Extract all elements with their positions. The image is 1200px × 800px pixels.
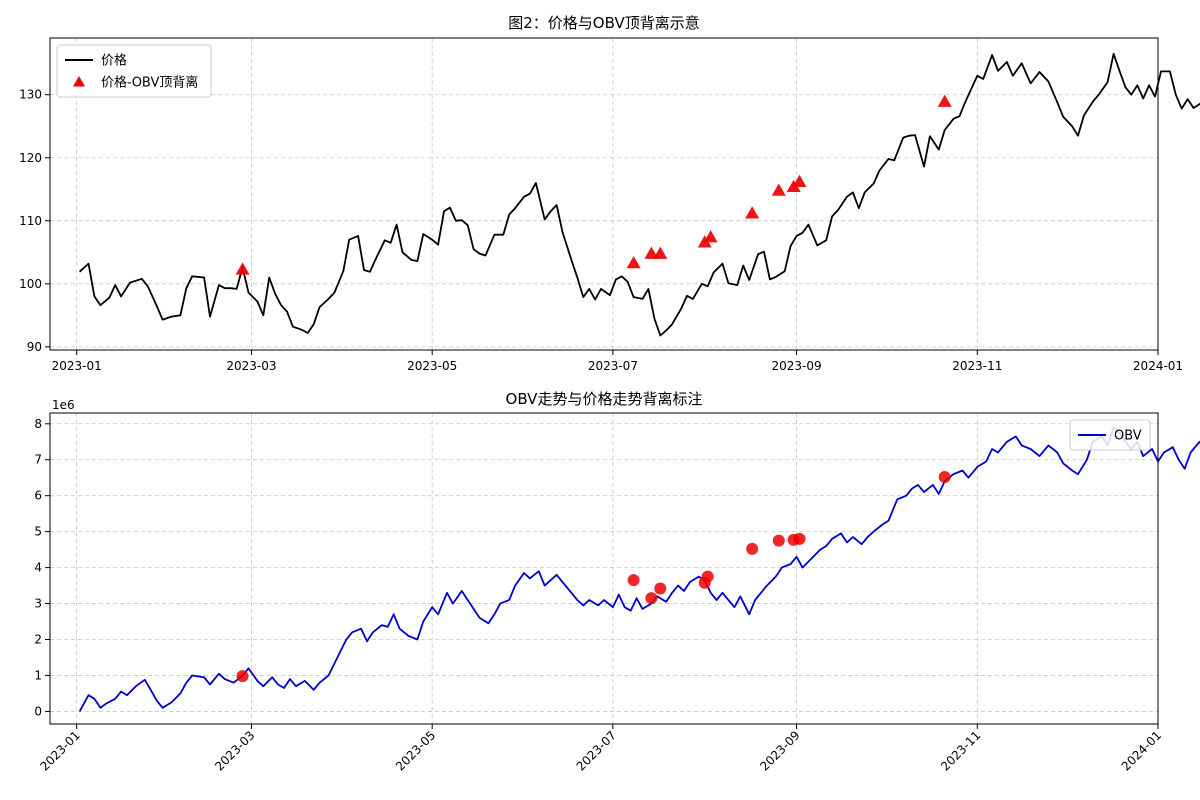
obv-divergence-marker-5 — [701, 570, 714, 583]
price-chart-ticks: 2023-01 2023-03 2023-05 2023-07 2023-09 2023-… — [19, 88, 1183, 373]
obv-y-tick-label: 1 — [34, 668, 42, 682]
price-divergence-marker-6 — [745, 206, 760, 219]
obv-y-tick-label: 2 — [34, 633, 42, 647]
price-y-tick-label: 110 — [19, 214, 42, 228]
price-x-tick-label: 2023-11 — [952, 359, 1002, 373]
obv-chart-frame — [49, 412, 1159, 725]
obv-divergence-marker-9 — [793, 532, 806, 545]
obv-y-tick-label: 3 — [34, 597, 42, 611]
price-chart-title: 图2：价格与OBV顶背离示意 — [508, 14, 699, 32]
price-y-tick-label: 90 — [27, 340, 42, 354]
price-y-tick-label: 120 — [19, 151, 42, 165]
price-series-line — [78, 52, 1200, 337]
price-divergence-marker-5 — [703, 230, 718, 243]
obv-chart-offset-text: 1e6 — [52, 398, 75, 412]
price-chart: 图2：价格与OBV顶背离示意 2023-01 2023-03 2023-05 2023… — [19, 14, 1200, 373]
price-chart-series — [78, 52, 1200, 337]
price-divergence-marker-0 — [235, 262, 250, 275]
price-divergence-marker-2 — [644, 246, 659, 259]
obv-series-line — [78, 426, 1200, 712]
obv-y-tick-label: 5 — [34, 525, 42, 539]
obv-y-tick-label: 0 — [34, 704, 42, 718]
obv-legend-box — [1069, 419, 1151, 451]
obv-divergence-marker-2 — [645, 592, 658, 605]
price-divergence-marker-9 — [792, 174, 807, 187]
obv-divergence-marker-0 — [236, 670, 249, 683]
obv-legend-label-0: OBV — [1114, 429, 1142, 444]
price-y-tick-label: 100 — [19, 277, 42, 291]
price-x-tick-label: 2023-03 — [226, 359, 276, 373]
obv-y-tick-label: 6 — [34, 489, 42, 503]
price-chart-frame — [49, 37, 1159, 351]
obv-divergence-marker-10 — [938, 470, 951, 483]
price-legend-label-1: 价格-OBV顶背离 — [101, 75, 198, 91]
price-legend-swatch-1 — [73, 76, 85, 87]
price-legend-label-0: 价格 — [101, 53, 127, 69]
obv-divergence-marker-7 — [772, 534, 785, 547]
price-divergence-marker-3 — [653, 246, 668, 259]
obv-chart-series — [78, 426, 1200, 712]
obv-chart-legend: OBV — [1069, 419, 1151, 451]
obv-divergence-marker-3 — [654, 582, 667, 595]
obv-divergence-marker-6 — [746, 542, 759, 555]
price-legend-box — [56, 44, 212, 98]
price-x-tick-label: 2023-07 — [588, 359, 638, 373]
obv-y-tick-label: 8 — [34, 417, 42, 431]
obv-y-tick-label: 7 — [34, 453, 42, 467]
obv-chart-grid — [50, 413, 1159, 724]
obv-divergence-marker-1 — [627, 574, 640, 587]
price-divergence-marker-1 — [626, 256, 641, 269]
price-y-tick-label: 130 — [19, 88, 42, 102]
price-x-tick-label: 2023-09 — [771, 359, 821, 373]
price-divergence-marker-7 — [771, 183, 786, 196]
price-x-tick-label: 2023-05 — [407, 359, 457, 373]
obv-chart-title: OBV走势与价格走势背离标注 — [506, 390, 703, 408]
price-divergence-marker-10 — [937, 94, 952, 107]
price-x-tick-label: 2023-01 — [52, 359, 102, 373]
price-x-tick-label: 2024-01 — [1133, 359, 1183, 373]
obv-y-tick-label: 4 — [34, 561, 42, 575]
